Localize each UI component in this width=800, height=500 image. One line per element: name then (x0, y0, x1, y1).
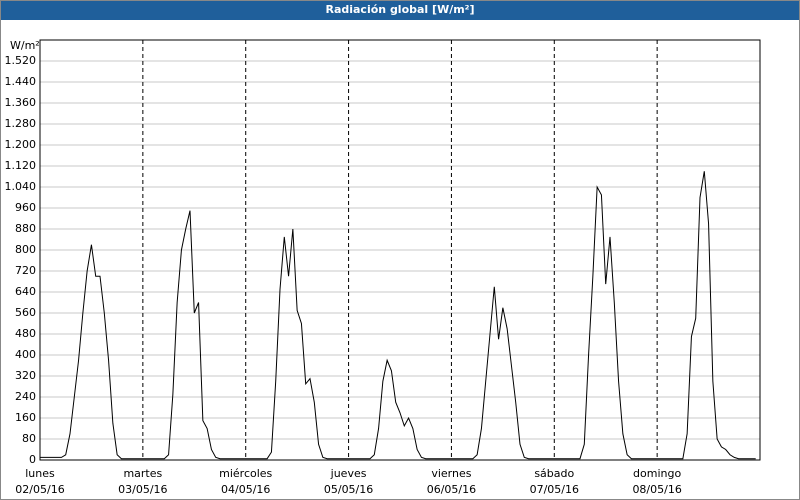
x-tick-label: martes (123, 467, 162, 480)
y-tick-label: 720 (15, 264, 36, 277)
y-axis-label: W/m² (10, 39, 40, 52)
x-tick-date: 02/05/16 (15, 483, 64, 496)
x-tick-label: viernes (431, 467, 471, 480)
x-tick-label: domingo (633, 467, 681, 480)
y-tick-label: 400 (15, 348, 36, 361)
x-tick-date: 04/05/16 (221, 483, 270, 496)
x-tick-label: lunes (25, 467, 55, 480)
data-line (40, 171, 756, 460)
y-tick-label: 1.360 (5, 96, 37, 109)
x-tick-label: jueves (330, 467, 367, 480)
x-tick-date: 05/05/16 (324, 483, 373, 496)
chart-title: Radiación global [W/m²] (325, 3, 474, 16)
y-tick-label: 880 (15, 222, 36, 235)
y-tick-label: 480 (15, 327, 36, 340)
x-tick-date: 07/05/16 (530, 483, 579, 496)
y-tick-label: 1.280 (5, 117, 37, 130)
y-tick-label: 960 (15, 201, 36, 214)
x-tick-date: 08/05/16 (632, 483, 681, 496)
y-tick-label: 1.440 (5, 75, 37, 88)
y-tick-label: 1.120 (5, 159, 37, 172)
y-tick-label: 0 (29, 453, 36, 466)
y-tick-label: 1.040 (5, 180, 37, 193)
y-tick-label: 80 (22, 432, 36, 445)
plot-frame (39, 39, 761, 461)
y-tick-label: 160 (15, 411, 36, 424)
title-bar (0, 0, 800, 20)
x-tick-date: 06/05/16 (427, 483, 476, 496)
y-tick-label: 320 (15, 369, 36, 382)
y-tick-label: 640 (15, 285, 36, 298)
x-tick-label: sábado (534, 467, 574, 480)
y-tick-label: 240 (15, 390, 36, 403)
x-tick-date: 03/05/16 (118, 483, 167, 496)
y-tick-label: 560 (15, 306, 36, 319)
y-tick-label: 1.200 (5, 138, 37, 151)
x-tick-label: miércoles (219, 467, 272, 480)
y-tick-label: 800 (15, 243, 36, 256)
y-tick-label: 1.520 (5, 54, 37, 67)
